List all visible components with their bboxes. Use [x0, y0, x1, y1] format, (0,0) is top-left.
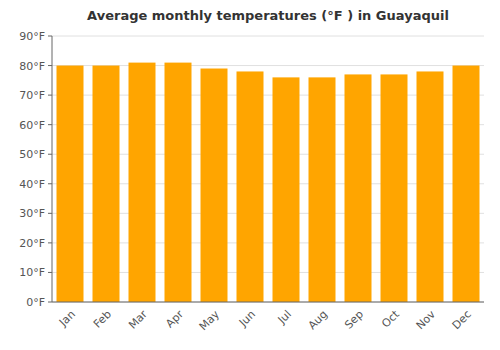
grid-line: [52, 302, 484, 303]
x-tick-label: May: [197, 307, 223, 333]
y-tick: [48, 242, 52, 243]
x-tick-label: Oct: [379, 307, 402, 330]
y-tick-label: 10°F: [19, 266, 45, 279]
bars: [57, 63, 480, 302]
chart: Average monthly temperatures (°F ) in Gu…: [0, 0, 500, 350]
bar: [129, 63, 156, 302]
bar: [309, 77, 336, 302]
x-tick-label: Feb: [91, 308, 114, 331]
bar: [93, 66, 120, 302]
bar: [381, 74, 408, 302]
grid: [52, 36, 484, 302]
y-tick: [48, 95, 52, 96]
y-tick: [48, 183, 52, 184]
y-tick: [48, 154, 52, 155]
bar: [345, 74, 372, 302]
title: Average monthly temperatures (°F ) in Gu…: [87, 8, 449, 23]
y-axis: [52, 36, 53, 302]
y-tick: [48, 302, 52, 303]
y-tick: [48, 36, 52, 37]
x-tick-label: Mar: [126, 307, 150, 331]
y-tick: [48, 272, 52, 273]
x-tick-label: Sep: [342, 308, 366, 332]
bar: [57, 66, 84, 302]
y-tick: [48, 65, 52, 66]
x-tick-label: Jan: [56, 308, 78, 330]
y-tick-label: 40°F: [19, 178, 45, 191]
y-tick-label: 20°F: [19, 237, 45, 250]
y-tick-label: 30°F: [19, 207, 45, 220]
x-axis: [52, 302, 484, 303]
y-tick-label: 70°F: [19, 89, 45, 102]
bar: [417, 71, 444, 302]
x-tick-label: Apr: [163, 307, 186, 330]
bar: [273, 77, 300, 302]
bar: [453, 66, 480, 302]
x-tick-label: Jun: [236, 308, 258, 330]
y-tick: [48, 124, 52, 125]
grid-line: [52, 36, 484, 37]
x-tick-label: Aug: [306, 308, 330, 332]
bar: [201, 69, 228, 302]
bar: [165, 63, 192, 302]
x-tick-label: Jul: [275, 308, 294, 327]
y-tick-label: 60°F: [19, 119, 45, 132]
y-tick-label: 0°F: [26, 296, 45, 309]
y-tick-label: 80°F: [19, 60, 45, 73]
x-tick-label: Nov: [414, 307, 439, 332]
bar: [237, 71, 264, 302]
y-tick: [48, 213, 52, 214]
x-tick-label: Dec: [450, 308, 474, 332]
y-tick-label: 50°F: [19, 148, 45, 161]
y-tick-label: 90°F: [19, 30, 45, 43]
chart-container: Average monthly temperatures (°F ) in Gu…: [0, 0, 500, 350]
